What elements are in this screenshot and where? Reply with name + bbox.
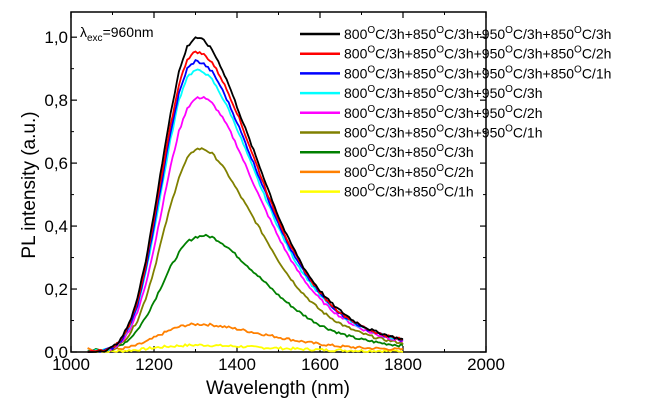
legend-label-1: 800OC/3h+850OC/3h+950OC/3h+850OC/2h xyxy=(344,45,611,62)
x-tick-label: 1800 xyxy=(384,355,422,374)
legend-label-8: 800OC/3h+850OC/1h xyxy=(344,183,474,200)
legend: 800OC/3h+850OC/3h+950OC/3h+850OC/3h 800OC… xyxy=(300,25,611,200)
y-tick-label: 0,2 xyxy=(44,280,68,299)
x-tick-label: 1400 xyxy=(218,355,256,374)
legend-label-7: 800OC/3h+850OC/2h xyxy=(344,163,474,180)
y-tick-label: 0,0 xyxy=(44,343,68,362)
series-line-4 xyxy=(87,95,404,353)
excitation-wavelength-annotation: λexc=960nm xyxy=(80,24,154,44)
y-tick-label: 0,8 xyxy=(44,91,68,110)
axes: 1000 1200 1400 1600 1800 2000 0,0 0,2 0,4 0,6 0,8 1… xyxy=(44,11,505,374)
y-tick-label: 0,6 xyxy=(44,154,68,173)
legend-label-3: 800OC/3h+850OC/3h+950OC/3h xyxy=(344,84,543,101)
series-line-6 xyxy=(87,233,404,353)
y-tick-label: 1,0 xyxy=(44,28,68,47)
series-line-0 xyxy=(87,36,404,353)
legend-label-0: 800OC/3h+850OC/3h+950OC/3h+850OC/3h xyxy=(344,25,611,42)
x-axis-title: Wavelength (nm) xyxy=(206,378,350,399)
x-tick-label: 1200 xyxy=(135,355,173,374)
x-tick-label: 1000 xyxy=(52,355,90,374)
series-line-8 xyxy=(87,343,404,354)
series-line-5 xyxy=(87,147,404,353)
y-axis-title: PL intensity (a.u.) xyxy=(19,111,40,258)
legend-label-2: 800OC/3h+850OC/3h+950OC/3h+850OC/1h xyxy=(344,64,611,81)
legend-label-5: 800OC/3h+850OC/3h+950OC/1h xyxy=(344,124,543,141)
legend-label-6: 800OC/3h+850OC/3h xyxy=(344,143,474,160)
y-tick-label: 0,4 xyxy=(44,217,68,236)
plot-frame xyxy=(70,11,487,353)
series-line-7 xyxy=(87,322,404,352)
x-tick-label: 2000 xyxy=(467,355,505,374)
plot-lines xyxy=(87,36,404,354)
legend-label-4: 800OC/3h+850OC/3h+950OC/2h xyxy=(344,104,543,121)
x-tick-label: 1600 xyxy=(301,355,339,374)
